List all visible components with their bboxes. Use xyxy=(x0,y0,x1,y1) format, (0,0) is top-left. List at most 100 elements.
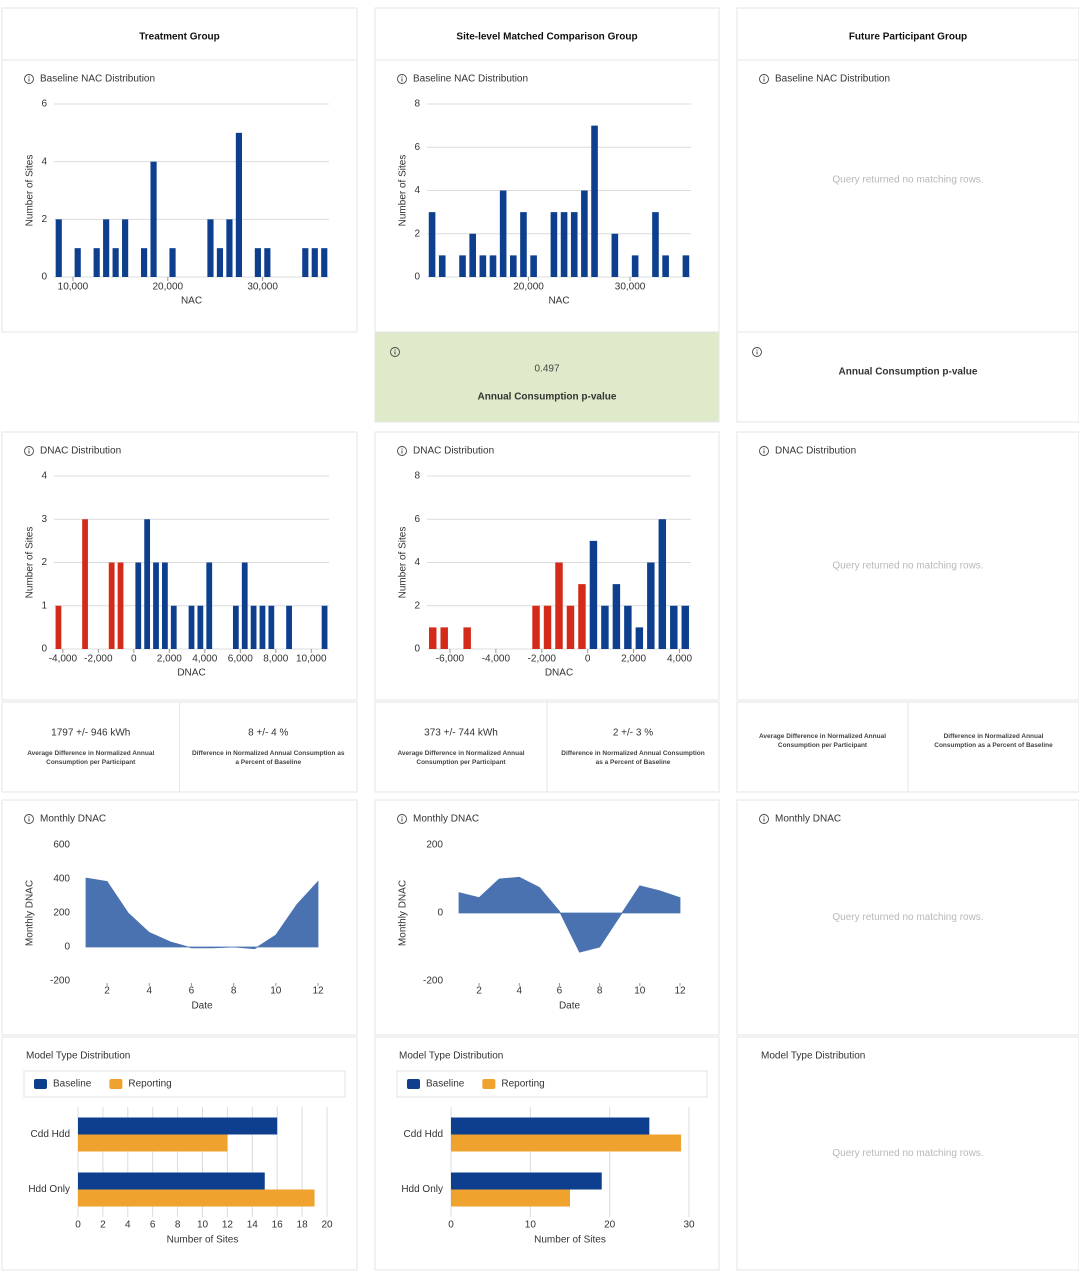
y-tick-label: 4 xyxy=(414,557,420,568)
column-header: Treatment Group xyxy=(139,32,220,43)
histogram-bar xyxy=(543,605,552,649)
info-icon xyxy=(397,74,407,84)
bar xyxy=(451,1189,570,1207)
panel xyxy=(374,59,720,333)
panel xyxy=(374,7,720,61)
histogram-bar xyxy=(647,562,655,649)
empty-message: Query returned no matching rows. xyxy=(832,912,983,923)
x-axis-label: Date xyxy=(559,1001,581,1012)
x-tick-label: 16 xyxy=(272,1220,284,1231)
x-tick-label: 2,000 xyxy=(621,654,646,665)
histogram-bar xyxy=(510,255,517,277)
info-icon-dot xyxy=(763,448,765,450)
info-icon xyxy=(24,74,34,84)
x-tick-label: -4,000 xyxy=(49,654,78,665)
info-icon xyxy=(752,347,762,357)
x-tick-label: 18 xyxy=(297,1220,309,1231)
info-icon-dot xyxy=(756,349,758,351)
panel xyxy=(736,59,1079,333)
histogram-bar xyxy=(197,605,204,649)
x-axis-label: Number of Sites xyxy=(534,1235,606,1246)
stat-label-box: Average Difference in Normalized Annual … xyxy=(27,750,155,766)
x-tick-label: 0 xyxy=(75,1220,81,1231)
info-icon-dot xyxy=(28,816,30,818)
panel-title: Baseline NAC Distribution xyxy=(775,74,890,85)
stat-value: 373 +/- 744 kWh xyxy=(424,728,498,739)
bar xyxy=(451,1134,682,1152)
x-tick-label: 0 xyxy=(585,654,591,665)
y-axis-label: Monthly DNAC xyxy=(25,880,36,946)
y-tick-label: 8 xyxy=(414,99,420,110)
category-label: Hdd Only xyxy=(401,1184,443,1195)
info-icon xyxy=(759,814,769,824)
info-icon-dot xyxy=(394,349,396,351)
legend-label: Baseline xyxy=(426,1079,465,1090)
y-tick-label: 3 xyxy=(41,514,47,525)
panel xyxy=(1,7,358,61)
histogram-bar xyxy=(259,605,266,649)
x-axis-label: Number of Sites xyxy=(167,1235,239,1246)
bar xyxy=(78,1117,278,1135)
panel xyxy=(374,331,720,423)
stat-label: Average Difference in Normalized Annual … xyxy=(758,733,887,749)
panel xyxy=(736,799,1079,1036)
legend-label: Reporting xyxy=(128,1079,171,1090)
legend-swatch xyxy=(407,1079,420,1089)
histogram-bar xyxy=(141,248,148,277)
y-tick-label: 4 xyxy=(414,185,420,196)
category-label: Cdd Hdd xyxy=(31,1129,70,1140)
histogram-bar xyxy=(652,212,659,277)
info-icon xyxy=(759,74,769,84)
x-tick-label: 20 xyxy=(321,1220,333,1231)
category-label: Hdd Only xyxy=(28,1184,70,1195)
histogram-bar xyxy=(635,627,644,649)
histogram-bar xyxy=(589,540,598,649)
y-tick-label: 2 xyxy=(414,228,420,239)
pvalue: 0.497 xyxy=(534,364,559,375)
histogram-bar xyxy=(670,605,678,649)
histogram-bar xyxy=(570,212,578,277)
histogram-bar xyxy=(112,248,119,277)
info-icon xyxy=(390,347,400,357)
info-icon xyxy=(397,446,407,456)
panel-title: DNAC Distribution xyxy=(775,446,856,457)
x-tick-label: 12 xyxy=(312,986,324,997)
histogram-bar xyxy=(438,255,446,277)
x-tick-label: 10 xyxy=(525,1220,537,1231)
legend-box xyxy=(23,1070,346,1098)
histogram-bar xyxy=(235,132,242,277)
histogram-bar xyxy=(311,248,318,277)
y-tick-label: 0 xyxy=(41,272,47,283)
panel-title: Baseline NAC Distribution xyxy=(413,74,528,85)
panel xyxy=(736,1036,1079,1271)
panel-title: Monthly DNAC xyxy=(40,814,106,825)
y-tick-label: 4 xyxy=(41,156,47,167)
stat-label-box: Average Difference in Normalized Annual … xyxy=(397,750,525,766)
stat-label: Average Difference in Normalized Annual … xyxy=(397,750,525,766)
y-tick-label: 1 xyxy=(41,600,47,611)
histogram-bar xyxy=(560,212,568,277)
histogram-bar xyxy=(662,255,669,277)
x-tick-label: 6 xyxy=(189,986,195,997)
histogram-bar xyxy=(268,605,275,649)
y-tick-label: 8 xyxy=(414,471,420,482)
y-axis-label: Number of Sites xyxy=(398,527,409,599)
info-icon xyxy=(24,814,34,824)
y-tick-label: 2 xyxy=(414,600,420,611)
legend-swatch xyxy=(34,1079,47,1089)
histogram-bar xyxy=(499,190,507,277)
histogram-bar xyxy=(286,605,292,649)
stat-label: Difference in Normalized Annual Consumpt… xyxy=(191,750,345,766)
x-tick-label: 6 xyxy=(557,986,563,997)
bar xyxy=(451,1172,602,1190)
panel-title: Model Type Distribution xyxy=(399,1051,503,1062)
x-tick-label: 12 xyxy=(222,1220,234,1231)
stat-value: 2 +/- 3 % xyxy=(613,728,653,739)
histogram-bar xyxy=(463,627,471,649)
histogram-bar xyxy=(108,562,115,649)
x-tick-label: 10,000 xyxy=(296,654,327,665)
histogram-bar xyxy=(681,605,689,649)
stat-label: Average Difference in Normalized Annual … xyxy=(27,750,155,766)
x-tick-label: 2,000 xyxy=(157,654,182,665)
y-tick-label: 400 xyxy=(53,874,70,885)
